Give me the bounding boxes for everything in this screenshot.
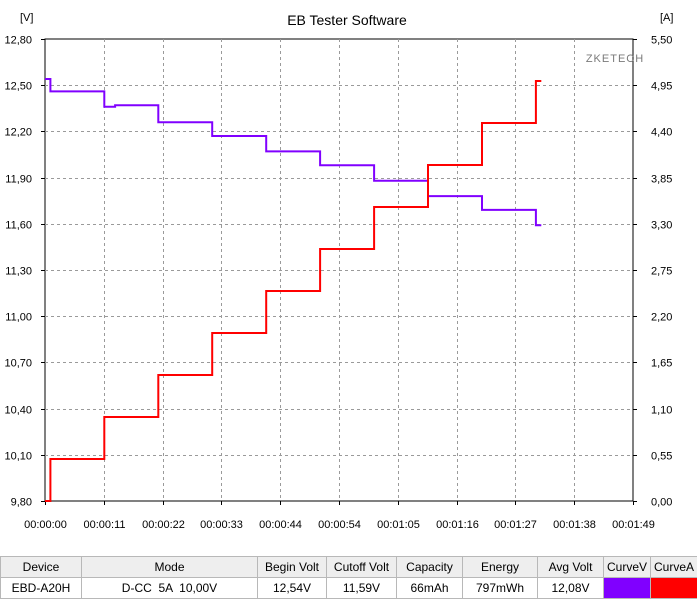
y-left-tick-label: 11,30 (5, 266, 32, 278)
x-tick-label: 00:00:33 (200, 519, 243, 531)
header-cutoff-volt[interactable]: Cutoff Volt (326, 556, 397, 578)
y-left-tick-label: 10,40 (4, 405, 32, 417)
y-right-tick-label: 2,20 (651, 312, 672, 324)
y-right-tick-label: 5,50 (651, 35, 672, 47)
left-axis-unit: [V] (20, 12, 33, 24)
y-left-tick-label: 11,60 (5, 220, 32, 232)
x-tick-label: 00:00:11 (83, 519, 125, 531)
header-capacity[interactable]: Capacity (396, 556, 463, 578)
series-line-curvea (45, 80, 542, 502)
y-left-tick-label: 12,80 (4, 35, 32, 47)
x-tick-label: 00:00:00 (24, 519, 67, 531)
y-left-tick-label: 12,20 (4, 127, 32, 139)
table-row[interactable]: EBD-A20H D-CC 5A 10,00V 12,54V 11,59V 66… (0, 577, 697, 599)
x-tick-label: 00:00:22 (142, 519, 185, 531)
cell-device: EBD-A20H (0, 577, 82, 599)
y-right-tick-label: 4,40 (651, 127, 672, 139)
chart-area: EB Tester Software [V] [A] ZKETECH 00:00… (4, 12, 673, 532)
cell-cutoff-volt: 11,59V (326, 577, 397, 599)
y-left-tick-label: 10,70 (4, 358, 32, 370)
header-curve-a[interactable]: CurveA (650, 556, 697, 578)
curve-v-color-swatch[interactable] (603, 577, 651, 599)
y-right-tick-label: 2,75 (651, 266, 672, 278)
x-tick-label: 00:01:27 (494, 519, 537, 531)
header-device[interactable]: Device (0, 556, 82, 578)
y-right-tick-label: 3,30 (651, 220, 672, 232)
y-left-tick-label: 12,50 (4, 81, 32, 93)
tick-labels: 00:00:00 00:00:11 00:00:22 00:00:33 00:00:44… (4, 35, 672, 532)
series-line-curvev (45, 78, 542, 227)
chart-title: EB Tester Software (287, 12, 407, 28)
x-tick-label: 00:01:05 (377, 519, 420, 531)
grid-lines (45, 39, 633, 501)
x-tick-label: 00:01:38 (553, 519, 596, 531)
x-tick-label: 00:01:16 (436, 519, 479, 531)
cell-energy: 797mWh (462, 577, 538, 599)
y-right-tick-label: 3,85 (651, 174, 672, 186)
x-tick-label: 00:00:54 (318, 519, 361, 531)
header-begin-volt[interactable]: Begin Volt (257, 556, 327, 578)
right-axis-unit: [A] (660, 12, 673, 24)
y-right-tick-label: 1,65 (651, 358, 672, 370)
cell-mode: D-CC 5A 10,00V (81, 577, 258, 599)
header-avg-volt[interactable]: Avg Volt (537, 556, 604, 578)
watermark: ZKETECH (586, 53, 644, 65)
y-left-tick-label: 9,80 (11, 497, 32, 509)
curve-a-color-swatch[interactable] (650, 577, 697, 599)
series-lines (45, 78, 542, 502)
y-right-tick-label: 0,55 (651, 451, 672, 463)
y-right-tick-label: 0,00 (651, 497, 672, 509)
header-mode[interactable]: Mode (81, 556, 258, 578)
x-tick-label: 00:00:44 (259, 519, 302, 531)
cell-begin-volt: 12,54V (257, 577, 327, 599)
y-left-tick-label: 11,00 (5, 312, 32, 324)
y-left-tick-label: 10,10 (4, 451, 32, 463)
header-energy[interactable]: Energy (462, 556, 538, 578)
table-header-row: Device Mode Begin Volt Cutoff Volt Capac… (0, 556, 697, 578)
x-tick-label: 00:01:49 (612, 519, 655, 531)
cell-capacity: 66mAh (396, 577, 463, 599)
y-right-tick-label: 1,10 (651, 405, 672, 417)
header-curve-v[interactable]: CurveV (603, 556, 651, 578)
cell-avg-volt: 12,08V (537, 577, 604, 599)
y-left-tick-label: 11,90 (5, 174, 32, 186)
info-table: Device Mode Begin Volt Cutoff Volt Capac… (0, 556, 697, 599)
y-right-tick-label: 4,95 (651, 81, 672, 93)
